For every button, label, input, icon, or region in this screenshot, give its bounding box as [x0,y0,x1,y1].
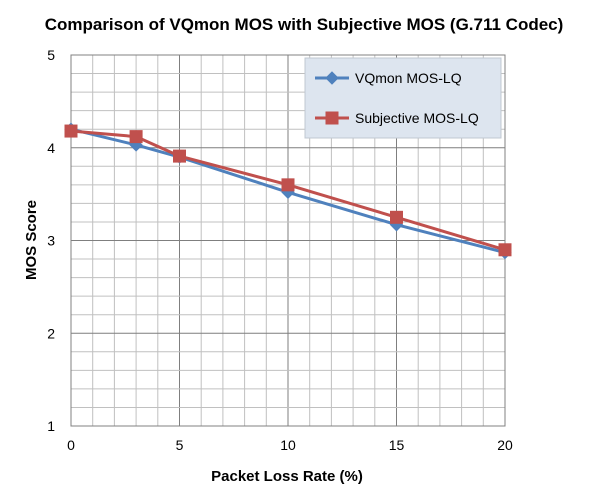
x-tick-label: 15 [389,437,405,453]
data-point [281,178,295,192]
legend-label: VQmon MOS-LQ [355,70,462,86]
legend-box [304,57,502,139]
data-point [390,210,403,224]
y-tick-label: 2 [47,325,55,341]
series-line [70,129,506,252]
x-axis-ticks: 0 5 10 15 20 [67,437,513,453]
x-axis-title: Packet Loss Rate (%) [211,468,363,485]
y-tick-label: 4 [47,140,55,156]
legend-marker [325,111,339,125]
y-tick-label: 3 [47,233,55,249]
chart-title: Comparison of VQmon MOS with Subjective … [45,15,564,34]
y-tick-label: 1 [47,418,55,434]
data-point [173,149,186,163]
series-line [70,127,506,255]
y-axis-title: MOS Score [23,200,40,280]
series-1 [64,124,512,257]
x-tick-label: 0 [67,437,75,453]
y-tick-label: 5 [47,47,55,63]
y-axis-ticks: 1 2 3 4 5 [47,47,55,434]
series-layer [64,122,512,260]
data-point [64,124,78,138]
x-tick-label: 20 [497,437,513,453]
x-tick-label: 10 [280,437,296,453]
x-tick-label: 5 [176,437,184,453]
legend-label: Subjective MOS-LQ [355,110,479,126]
legend-marker [325,71,339,85]
data-point [129,130,143,144]
legend: VQmon MOS-LQ Subjective MOS-LQ [304,57,502,139]
data-point [498,243,512,257]
plot-area [70,54,506,427]
